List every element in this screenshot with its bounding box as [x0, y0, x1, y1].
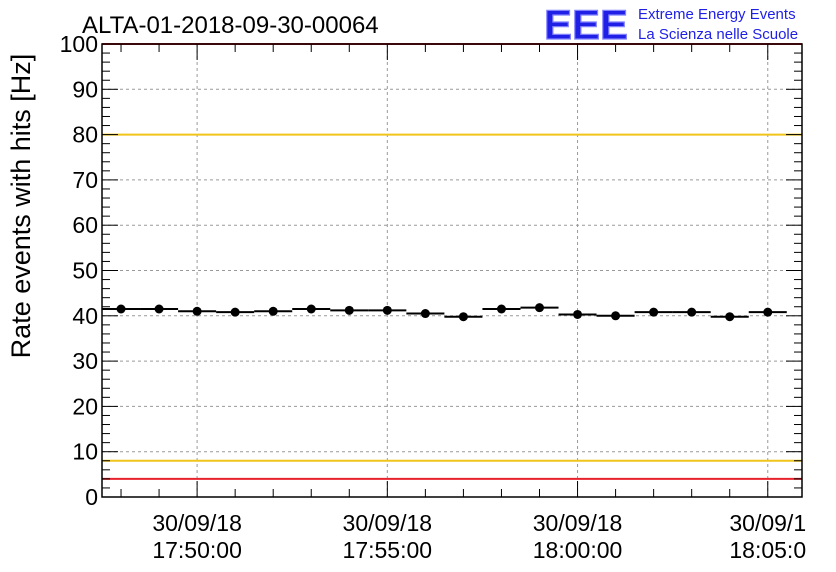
data-point	[535, 303, 544, 313]
y-tick-label: 40	[72, 303, 98, 329]
chart-title: ALTA-01-2018-09-30-00064	[82, 12, 379, 39]
data-point	[611, 311, 621, 321]
y-tick-label: 10	[72, 439, 98, 465]
x-tick-date: 30/09/18	[343, 510, 433, 536]
data-point	[382, 305, 392, 315]
data-point	[458, 312, 468, 322]
data-point	[306, 304, 316, 314]
data-point	[230, 307, 240, 317]
data-point	[420, 309, 430, 319]
logo-line2: La Scienza nelle Scuole	[638, 26, 798, 43]
x-tick-date: 30/09/18	[533, 510, 623, 536]
y-tick-label: 100	[60, 31, 98, 57]
y-tick-label: 60	[72, 212, 98, 238]
x-tick-time: 18:05:0	[729, 537, 806, 563]
x-tick-date: 30/09/1	[729, 510, 806, 536]
y-tick-label: 80	[72, 122, 98, 148]
data-series	[102, 303, 787, 322]
data-point	[649, 307, 659, 317]
data-point	[192, 306, 202, 316]
y-tick-label: 20	[72, 393, 98, 419]
data-point	[573, 309, 583, 319]
data-point	[268, 306, 278, 316]
y-tick-label: 90	[72, 76, 98, 102]
x-tick-time: 17:55:00	[343, 537, 433, 563]
data-point	[687, 307, 697, 317]
logo-line1: Extreme Energy Events	[638, 6, 796, 23]
y-tick-label: 50	[72, 258, 98, 284]
x-tick-time: 18:00:00	[533, 537, 623, 563]
data-point	[496, 304, 506, 314]
y-tick-label: 30	[72, 348, 98, 374]
y-tick-label: 0	[85, 484, 98, 510]
data-point	[116, 304, 126, 314]
y-axis-label: Rate events with hits [Hz]	[6, 54, 36, 359]
eee-logo: EEE Extreme Energy Events La Scienza nel…	[543, 0, 798, 48]
data-point	[725, 312, 735, 322]
y-tick-label: 70	[72, 167, 98, 193]
reference-lines	[102, 43, 802, 480]
data-point	[154, 304, 164, 314]
data-point	[344, 305, 354, 315]
data-point	[763, 307, 773, 317]
x-axis-ticks: 30/09/1817:50:0030/09/1817:55:0030/09/18…	[120, 44, 806, 563]
logo-letters: EEE	[544, 1, 628, 48]
x-tick-time: 17:50:00	[152, 537, 242, 563]
x-tick-date: 30/09/18	[152, 510, 242, 536]
y-axis-ticks: 0 10 20 30 40 50 60 70 80 90 100	[60, 31, 802, 510]
grid-lines	[102, 44, 802, 497]
